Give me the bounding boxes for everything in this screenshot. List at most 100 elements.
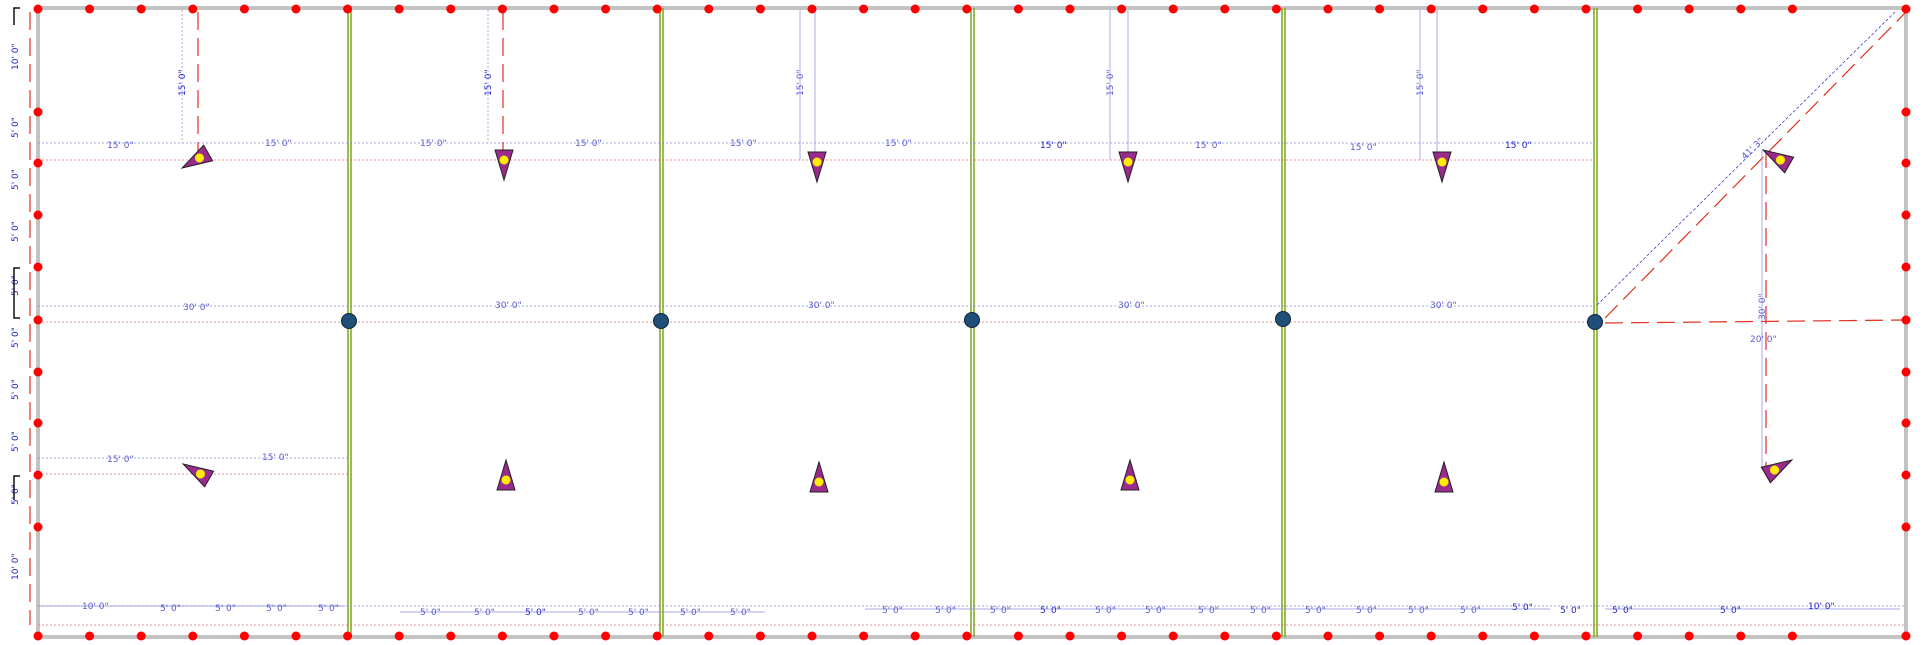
red-dot-icon xyxy=(807,4,817,14)
red-dot-icon xyxy=(136,4,146,14)
svg-text:5' 0": 5' 0" xyxy=(318,604,339,614)
triangle-light-icon xyxy=(1761,149,1795,174)
svg-text:10' 0": 10' 0" xyxy=(11,553,21,580)
red-dot-icon xyxy=(1271,631,1281,641)
svg-text:20' 0": 20' 0" xyxy=(1750,335,1777,345)
svg-text:15' 0": 15' 0" xyxy=(265,139,292,149)
svg-text:5' 0": 5' 0" xyxy=(11,169,21,190)
blue-circle-icon xyxy=(1275,311,1291,327)
red-dot-icon xyxy=(1426,4,1436,14)
triangle-light-icon xyxy=(1120,458,1140,491)
red-dot-icon xyxy=(1117,631,1127,641)
red-dot-icon xyxy=(807,631,817,641)
red-dot-icon xyxy=(85,4,95,14)
red-dot-icon xyxy=(33,367,43,377)
red-dot-icon xyxy=(1684,631,1694,641)
red-dot-icon xyxy=(33,418,43,428)
red-dash-lines xyxy=(29,11,1907,625)
svg-text:5' 0": 5' 0" xyxy=(730,608,751,618)
svg-text:15' 0": 15' 0" xyxy=(730,139,757,149)
svg-text:5' 0": 5' 0" xyxy=(215,604,236,614)
svg-text:30' 0": 30' 0" xyxy=(1118,301,1145,311)
red-dot-icon xyxy=(1581,4,1591,14)
red-dot-icon xyxy=(549,631,559,641)
red-dot-icon xyxy=(33,107,43,117)
svg-text:5' 0": 5' 0" xyxy=(1560,606,1581,616)
top-vertical-dims: 15' 0" 15' 0" 15' 0" 15' 0" 15' 0" 30' 0… xyxy=(178,69,1768,320)
red-dot-icon xyxy=(33,522,43,532)
svg-text:15' 0": 15' 0" xyxy=(107,455,134,465)
diagonal-dimension: 41' 3" xyxy=(1596,11,1896,306)
svg-text:5' 0": 5' 0" xyxy=(474,608,495,618)
triangle-light-icon xyxy=(1118,151,1138,184)
red-dot-icon xyxy=(1529,631,1539,641)
red-dot-icon xyxy=(1065,631,1075,641)
red-dot-icon xyxy=(755,4,765,14)
svg-text:5' 0": 5' 0" xyxy=(11,275,21,296)
triangle-light-icon xyxy=(1760,459,1794,484)
svg-text:5' 0": 5' 0" xyxy=(628,608,649,618)
red-dot-icon xyxy=(343,4,353,14)
red-dot-icon xyxy=(394,631,404,641)
red-dot-icon xyxy=(1478,631,1488,641)
blue-circle-icon xyxy=(1587,314,1603,330)
red-dot-icon xyxy=(188,4,198,14)
red-dot-icon xyxy=(239,631,249,641)
red-dot-icon xyxy=(497,631,507,641)
svg-text:15' 0": 15' 0" xyxy=(178,69,188,96)
red-dot-icon xyxy=(1633,4,1643,14)
svg-text:5' 0": 5' 0" xyxy=(1305,606,1326,616)
svg-text:5' 0": 5' 0" xyxy=(1408,606,1429,616)
red-dot-icon xyxy=(1901,107,1911,117)
red-dot-icon xyxy=(1787,631,1797,641)
red-dot-icon xyxy=(33,158,43,168)
svg-text:5' 0": 5' 0" xyxy=(11,221,21,242)
red-dot-icon xyxy=(601,631,611,641)
svg-text:5' 0": 5' 0" xyxy=(1512,603,1533,613)
red-dot-icon xyxy=(1633,631,1643,641)
red-dot-icon xyxy=(85,631,95,641)
triangle-light-icon xyxy=(494,149,514,182)
left-side-dims: 10' 0" 5' 0" 5' 0" 5' 0" 5' 0" 5' 0" 5' … xyxy=(11,43,21,580)
blue-circle-icon xyxy=(964,312,980,328)
svg-text:5' 0": 5' 0" xyxy=(578,608,599,618)
svg-text:15' 0": 15' 0" xyxy=(420,139,447,149)
triangle-light-icon xyxy=(180,144,214,169)
triangle-light-icon xyxy=(496,458,516,491)
svg-text:5' 0": 5' 0" xyxy=(266,604,287,614)
red-dot-icon xyxy=(1736,631,1746,641)
red-dot-icon xyxy=(1901,262,1911,272)
svg-text:5' 0": 5' 0" xyxy=(1040,606,1061,616)
red-dot-icon xyxy=(1117,4,1127,14)
red-dot-icon xyxy=(343,631,353,641)
red-dot-icon xyxy=(1901,418,1911,428)
red-dot-icon xyxy=(1013,4,1023,14)
svg-text:15' 0": 15' 0" xyxy=(1040,141,1067,151)
columns xyxy=(341,311,1603,330)
red-dot-icon xyxy=(1220,631,1230,641)
red-dot-icon xyxy=(33,315,43,325)
svg-text:5' 0": 5' 0" xyxy=(1356,606,1377,616)
red-dot-icon xyxy=(755,631,765,641)
red-dot-icon xyxy=(859,631,869,641)
red-dot-icon xyxy=(136,631,146,641)
red-dot-icon xyxy=(704,631,714,641)
red-dot-icon xyxy=(1375,4,1385,14)
red-dot-icon xyxy=(1529,4,1539,14)
red-dot-icon xyxy=(446,4,456,14)
row2-dims: 30' 0" 30' 0" 30' 0" 30' 0" 30' 0" 20' 0… xyxy=(183,301,1777,345)
svg-text:5' 0": 5' 0" xyxy=(1612,606,1633,616)
red-dot-icon xyxy=(1901,631,1911,641)
posts xyxy=(33,4,1911,641)
svg-text:5' 0": 5' 0" xyxy=(1720,606,1741,616)
svg-text:5' 0": 5' 0" xyxy=(882,606,903,616)
guide-lines xyxy=(38,142,1906,626)
svg-text:5' 0": 5' 0" xyxy=(990,606,1011,616)
triangle-light-icon xyxy=(1434,460,1454,493)
svg-text:5' 0": 5' 0" xyxy=(1250,606,1271,616)
red-dot-icon xyxy=(1581,631,1591,641)
svg-text:15' 0": 15' 0" xyxy=(796,69,806,96)
red-dot-icon xyxy=(33,4,43,14)
triangle-light-icon xyxy=(809,460,829,493)
